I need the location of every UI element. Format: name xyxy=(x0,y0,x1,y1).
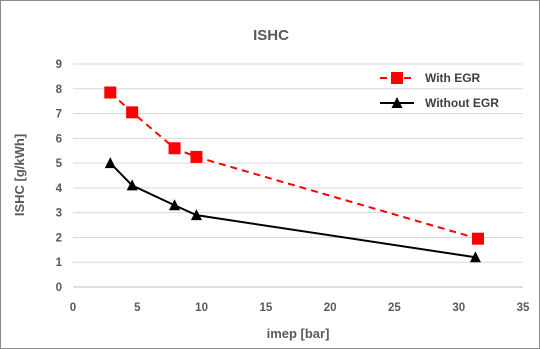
x-axis-label: imep [bar] xyxy=(267,326,330,341)
data-point xyxy=(126,106,139,119)
y-tick-label: 2 xyxy=(56,232,62,244)
series-line xyxy=(109,162,476,259)
legend: With EGR Without EGR xyxy=(380,71,499,110)
data-point xyxy=(126,179,138,191)
y-tick-label: 1 xyxy=(56,257,63,269)
y-axis-label: ISHC [g/kWh] xyxy=(12,134,27,216)
x-tick-label: 30 xyxy=(452,302,465,314)
legend-square-marker xyxy=(391,72,403,84)
legend-item: Without EGR xyxy=(380,96,499,110)
y-tick-label: 6 xyxy=(56,133,62,145)
chart-title: ISHC xyxy=(253,27,289,44)
data-point xyxy=(168,142,181,155)
x-tick-label: 35 xyxy=(517,302,530,314)
legend-triangle-marker xyxy=(391,97,403,108)
x-tick-label: 0 xyxy=(70,302,76,314)
series-line xyxy=(109,91,479,240)
tick-labels: 0 1 2 3 4 5 6 7 8 9 0 5 10 15 20 25 30 35 xyxy=(56,59,530,314)
y-tick-label: 9 xyxy=(56,59,62,71)
x-tick-label: 10 xyxy=(195,302,208,314)
y-tick-label: 3 xyxy=(56,208,62,220)
data-point xyxy=(472,232,484,245)
series-layer xyxy=(104,86,484,263)
legend-label: Without EGR xyxy=(425,96,499,110)
data-point xyxy=(169,199,181,211)
x-tick-label: 20 xyxy=(324,302,337,314)
series-2 xyxy=(104,157,481,263)
gridlines xyxy=(73,63,523,288)
y-tick-label: 8 xyxy=(56,84,63,96)
x-tick-label: 25 xyxy=(388,302,401,314)
x-tick-label: 5 xyxy=(134,302,141,314)
data-point xyxy=(190,209,202,221)
data-point xyxy=(104,157,116,169)
y-tick-label: 5 xyxy=(56,158,63,170)
x-tick-label: 15 xyxy=(259,302,272,314)
legend-label: With EGR xyxy=(425,71,481,85)
data-point xyxy=(190,150,203,163)
y-tick-label: 7 xyxy=(56,109,62,121)
data-point xyxy=(104,86,117,99)
y-tick-label: 4 xyxy=(56,183,63,195)
series-1 xyxy=(104,86,484,245)
legend-item: With EGR xyxy=(380,71,481,85)
y-tick-label: 0 xyxy=(56,282,62,294)
data-point xyxy=(469,251,481,263)
